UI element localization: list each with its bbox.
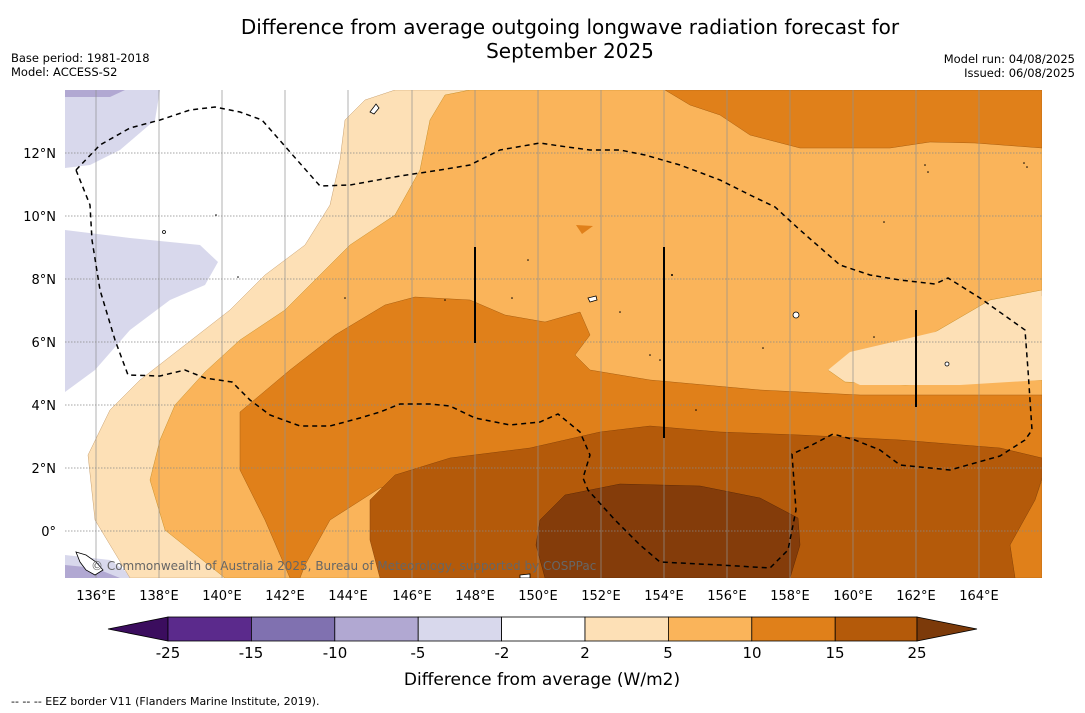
colorbar-over-arrow: [916, 616, 978, 642]
gridlines: [95, 90, 980, 578]
contour-pos-5-patch: [828, 296, 1042, 385]
eez-footnote: -- -- -- EEZ border V11 (Flanders Marine…: [11, 695, 320, 708]
title-line-1: Difference from average outgoing longwav…: [240, 15, 900, 39]
colorbar-bin: [751, 616, 836, 642]
meta-right: Model run: 04/08/2025 Issued: 06/08/2025: [944, 52, 1075, 80]
islands: [75, 103, 950, 578]
colorbar-tick: -5: [411, 644, 426, 662]
x-tick: 150°E: [518, 589, 558, 604]
contour-neg-5-west: [65, 230, 218, 392]
colorbar-tick: 25: [907, 644, 926, 662]
x-tick: 144°E: [328, 589, 368, 604]
colorbar-label: Difference from average (W/m2): [404, 670, 680, 690]
eez-border: [75, 106, 1033, 569]
y-axis-labels: 12°N 10°N 8°N 6°N 4°N 2°N 0°: [23, 147, 56, 540]
contour-neg-5-north: [65, 90, 160, 168]
x-tick: 158°E: [770, 589, 810, 604]
islets: [215, 162, 1028, 411]
latitude-gridlines: [65, 152, 1042, 532]
colorbar-bin: [501, 616, 586, 642]
y-tick: 12°N: [23, 147, 56, 162]
x-tick: 156°E: [707, 589, 747, 604]
x-tick: 148°E: [455, 589, 495, 604]
y-tick: 0°: [41, 525, 56, 540]
copyright-notice: © Commonwealth of Australia 2025, Bureau…: [91, 559, 596, 573]
colorbar-ticks: -25 -15 -10 -5 -2 2 5 10 15 25: [156, 644, 927, 662]
x-tick: 160°E: [833, 589, 873, 604]
colorbar-bin: [668, 616, 753, 642]
contour-pos-10-patch: [576, 225, 593, 234]
x-tick: 146°E: [392, 589, 432, 604]
contour-pos-10-north: [664, 90, 1042, 149]
colorbar-tick: -10: [323, 644, 348, 662]
colorbar-tick: 15: [825, 644, 844, 662]
model-run: Model run: 04/08/2025: [943, 52, 1075, 66]
colorbar-tick: -2: [495, 644, 510, 662]
meta-left: Base period: 1981-2018 Model: ACCESS-S2: [11, 51, 150, 79]
x-tick: 162°E: [896, 589, 936, 604]
colorbar-tick: 5: [663, 644, 673, 662]
colorbar-bin: [584, 616, 669, 642]
colorbar-tick: -15: [239, 644, 264, 662]
colorbar-bin: [417, 616, 503, 642]
colorbar-bin: [167, 616, 252, 642]
colorbar-bin: [834, 616, 918, 642]
x-tick: 136°E: [76, 589, 116, 604]
contour-neg-10-north: [65, 90, 125, 97]
y-tick: 10°N: [23, 210, 56, 225]
title-line-2: September 2025: [486, 39, 654, 63]
x-tick: 152°E: [581, 589, 621, 604]
colorbar-tick: -25: [156, 644, 181, 662]
x-tick: 154°E: [644, 589, 684, 604]
x-tick: 138°E: [139, 589, 179, 604]
colorbar-tick: 2: [580, 644, 590, 662]
issued-date: Issued: 06/08/2025: [964, 66, 1075, 80]
y-tick: 4°N: [32, 399, 57, 414]
colorbar-tick: 10: [742, 644, 761, 662]
colorbar-bin: [334, 616, 419, 642]
colorbar: [107, 616, 978, 642]
x-tick: 142°E: [265, 589, 305, 604]
y-tick: 8°N: [32, 273, 57, 288]
x-tick: 164°E: [959, 589, 999, 604]
map-title: Difference from average outgoing longwav…: [170, 15, 970, 63]
colorbar-bin: [250, 616, 336, 642]
map-area: © Commonwealth of Australia 2025, Bureau…: [65, 90, 1042, 578]
colorbar-under-arrow: [107, 616, 169, 642]
y-tick: 6°N: [32, 336, 57, 351]
x-tick: 140°E: [202, 589, 242, 604]
y-tick: 2°N: [32, 462, 57, 477]
x-axis-labels: 136°E 138°E 140°E 142°E 144°E 146°E 148°…: [76, 589, 999, 604]
base-period: Base period: 1981-2018: [11, 51, 150, 65]
model-name: Model: ACCESS-S2: [11, 65, 118, 79]
